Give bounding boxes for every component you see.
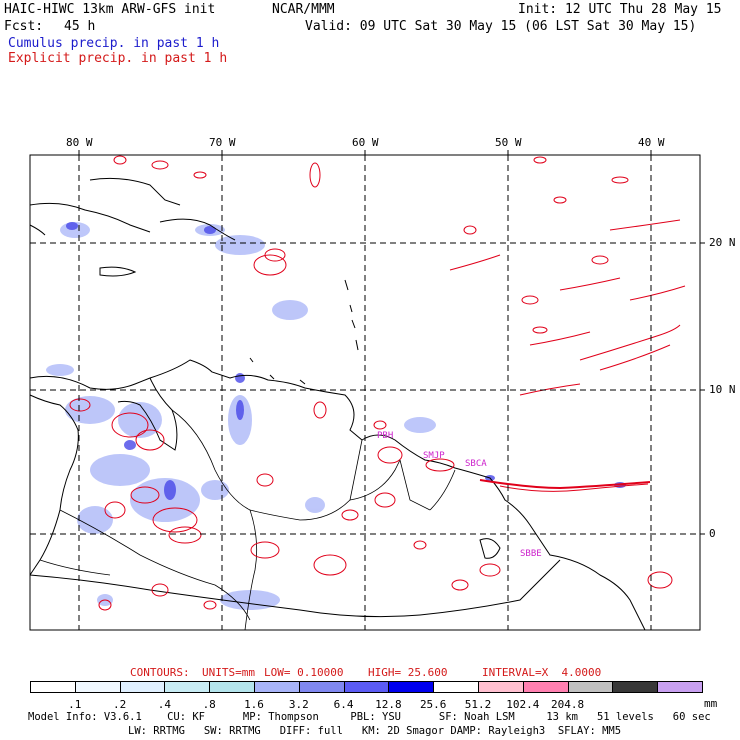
colorbar-swatch xyxy=(478,681,524,693)
colorbar-label: .4 xyxy=(157,698,172,711)
model-info-line1: Model Info: V3.6.1 CU: KF MP: Thompson P… xyxy=(28,711,711,723)
model-info-line2: LW: RRTMG SW: RRTMG DIFF: full KM: 2D Sm… xyxy=(128,725,622,737)
lat-label-10n: 10 N xyxy=(709,383,736,396)
country-borders xyxy=(39,409,456,631)
contour-low: LOW= 0.10000 xyxy=(264,666,344,679)
colorbar-swatch xyxy=(119,681,166,693)
axis-ticks xyxy=(78,150,705,535)
colorbar-label: 12.8 xyxy=(375,698,402,711)
forecast-hours: 45 h xyxy=(64,19,96,34)
explicit-field-label: Explicit precip. in past 1 h xyxy=(8,51,228,66)
lon-label-50w: 50 W xyxy=(495,136,522,149)
lat-label-20n: 20 N xyxy=(709,236,736,249)
colorbar-swatch xyxy=(74,681,121,693)
colorbar-swatch xyxy=(567,681,614,693)
colorbar-swatch xyxy=(254,681,300,693)
cumulus-field-label: Cumulus precip. in past 1 h xyxy=(8,36,220,51)
colorbar-swatch xyxy=(433,681,479,693)
colorbar-label: .2 xyxy=(112,698,127,711)
colorbar-label: 51.2 xyxy=(464,698,492,711)
forecast-label: Fcst: xyxy=(4,19,44,34)
colorbar-swatch xyxy=(343,681,390,693)
contour-units: UNITS=mm xyxy=(202,666,255,679)
center-name: NCAR/MMM xyxy=(272,2,335,17)
lon-label-70w: 70 W xyxy=(209,136,236,149)
colorbar-label: .1 xyxy=(68,698,82,711)
explicit-precip-contours xyxy=(69,155,686,611)
contour-high: HIGH= 25.600 xyxy=(368,666,448,679)
colorbar-swatch xyxy=(522,681,569,693)
colorbar-label: .8 xyxy=(202,698,216,711)
contour-interval: INTERVAL=X 4.0000 xyxy=(482,666,602,679)
lon-label-40w: 40 W xyxy=(638,136,665,149)
colorbar-swatch xyxy=(657,681,703,693)
init-time: Init: 12 UTC Thu 28 May 15 xyxy=(518,2,722,17)
colorbar-swatch xyxy=(612,681,659,693)
colorbar-label: 204.8 xyxy=(551,698,585,711)
station-label-pbh: PBH xyxy=(377,431,394,441)
colorbar-swatch xyxy=(298,681,345,693)
colorbar-label: 6.4 xyxy=(333,698,354,711)
station-label-smjp: SMJP xyxy=(423,451,445,461)
contours-label: CONTOURS: xyxy=(130,666,190,679)
colorbar-swatch xyxy=(209,681,255,693)
colorbar-swatch xyxy=(388,681,435,693)
station-label-sbbe: SBBE xyxy=(520,549,542,559)
lon-label-80w: 80 W xyxy=(66,136,93,149)
colorbar-label: 3.2 xyxy=(288,698,309,711)
valid-time: Valid: 09 UTC Sat 30 May 15 (06 LST Sat … xyxy=(305,19,697,34)
cumulus-precip-areas xyxy=(46,222,436,610)
colorbar-units: mm xyxy=(704,697,718,710)
colorbar-label: 102.4 xyxy=(506,698,540,711)
cumulus-precip-cores xyxy=(66,222,626,500)
colorbar-label: 1.6 xyxy=(244,698,264,711)
colorbar-label: 25.6 xyxy=(419,698,447,711)
colorbar-swatch xyxy=(30,681,76,693)
lat-label-0: 0 xyxy=(709,527,716,540)
station-label-sbca: SBCA xyxy=(465,459,487,469)
lon-label-60w: 60 W xyxy=(352,136,379,149)
colorbar-swatch xyxy=(164,681,211,693)
coastlines xyxy=(29,177,646,631)
model-title: HAIC-HIWC 13km ARW-GFS init xyxy=(4,2,216,17)
lat-lon-grid xyxy=(30,155,700,630)
